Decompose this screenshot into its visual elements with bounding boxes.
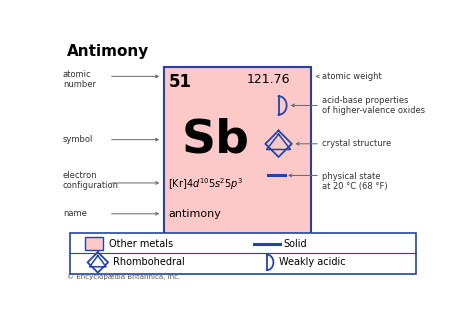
Text: [Kr]4$d^{10}$5$s^2$5$p^3$: [Kr]4$d^{10}$5$s^2$5$p^3$: [168, 176, 244, 192]
Text: 51: 51: [168, 73, 191, 91]
Text: acid-base properties
of higher-valence oxides: acid-base properties of higher-valence o…: [322, 96, 425, 115]
Bar: [70, 233, 416, 274]
Text: electron
configuration: electron configuration: [63, 171, 119, 190]
Text: 121.76: 121.76: [246, 73, 290, 86]
Text: Rhombohedral: Rhombohedral: [112, 257, 184, 267]
Text: symbol: symbol: [63, 135, 93, 144]
Text: atomic
number: atomic number: [63, 70, 96, 89]
Text: Weakly acidic: Weakly acidic: [279, 257, 346, 267]
Bar: [164, 67, 311, 234]
Text: Antimony: Antimony: [66, 44, 149, 59]
Text: Sb: Sb: [182, 118, 249, 163]
Text: Solid: Solid: [283, 239, 307, 249]
Text: © Encyclopædia Britannica, Inc.: © Encyclopædia Britannica, Inc.: [66, 273, 180, 280]
Text: crystal structure: crystal structure: [322, 139, 391, 148]
Text: Other metals: Other metals: [109, 239, 173, 249]
Text: physical state
at 20 °C (68 °F): physical state at 20 °C (68 °F): [322, 172, 388, 191]
Bar: [85, 237, 103, 250]
Text: antimony: antimony: [168, 209, 221, 219]
Text: atomic weight: atomic weight: [322, 72, 382, 81]
Text: name: name: [63, 209, 87, 218]
